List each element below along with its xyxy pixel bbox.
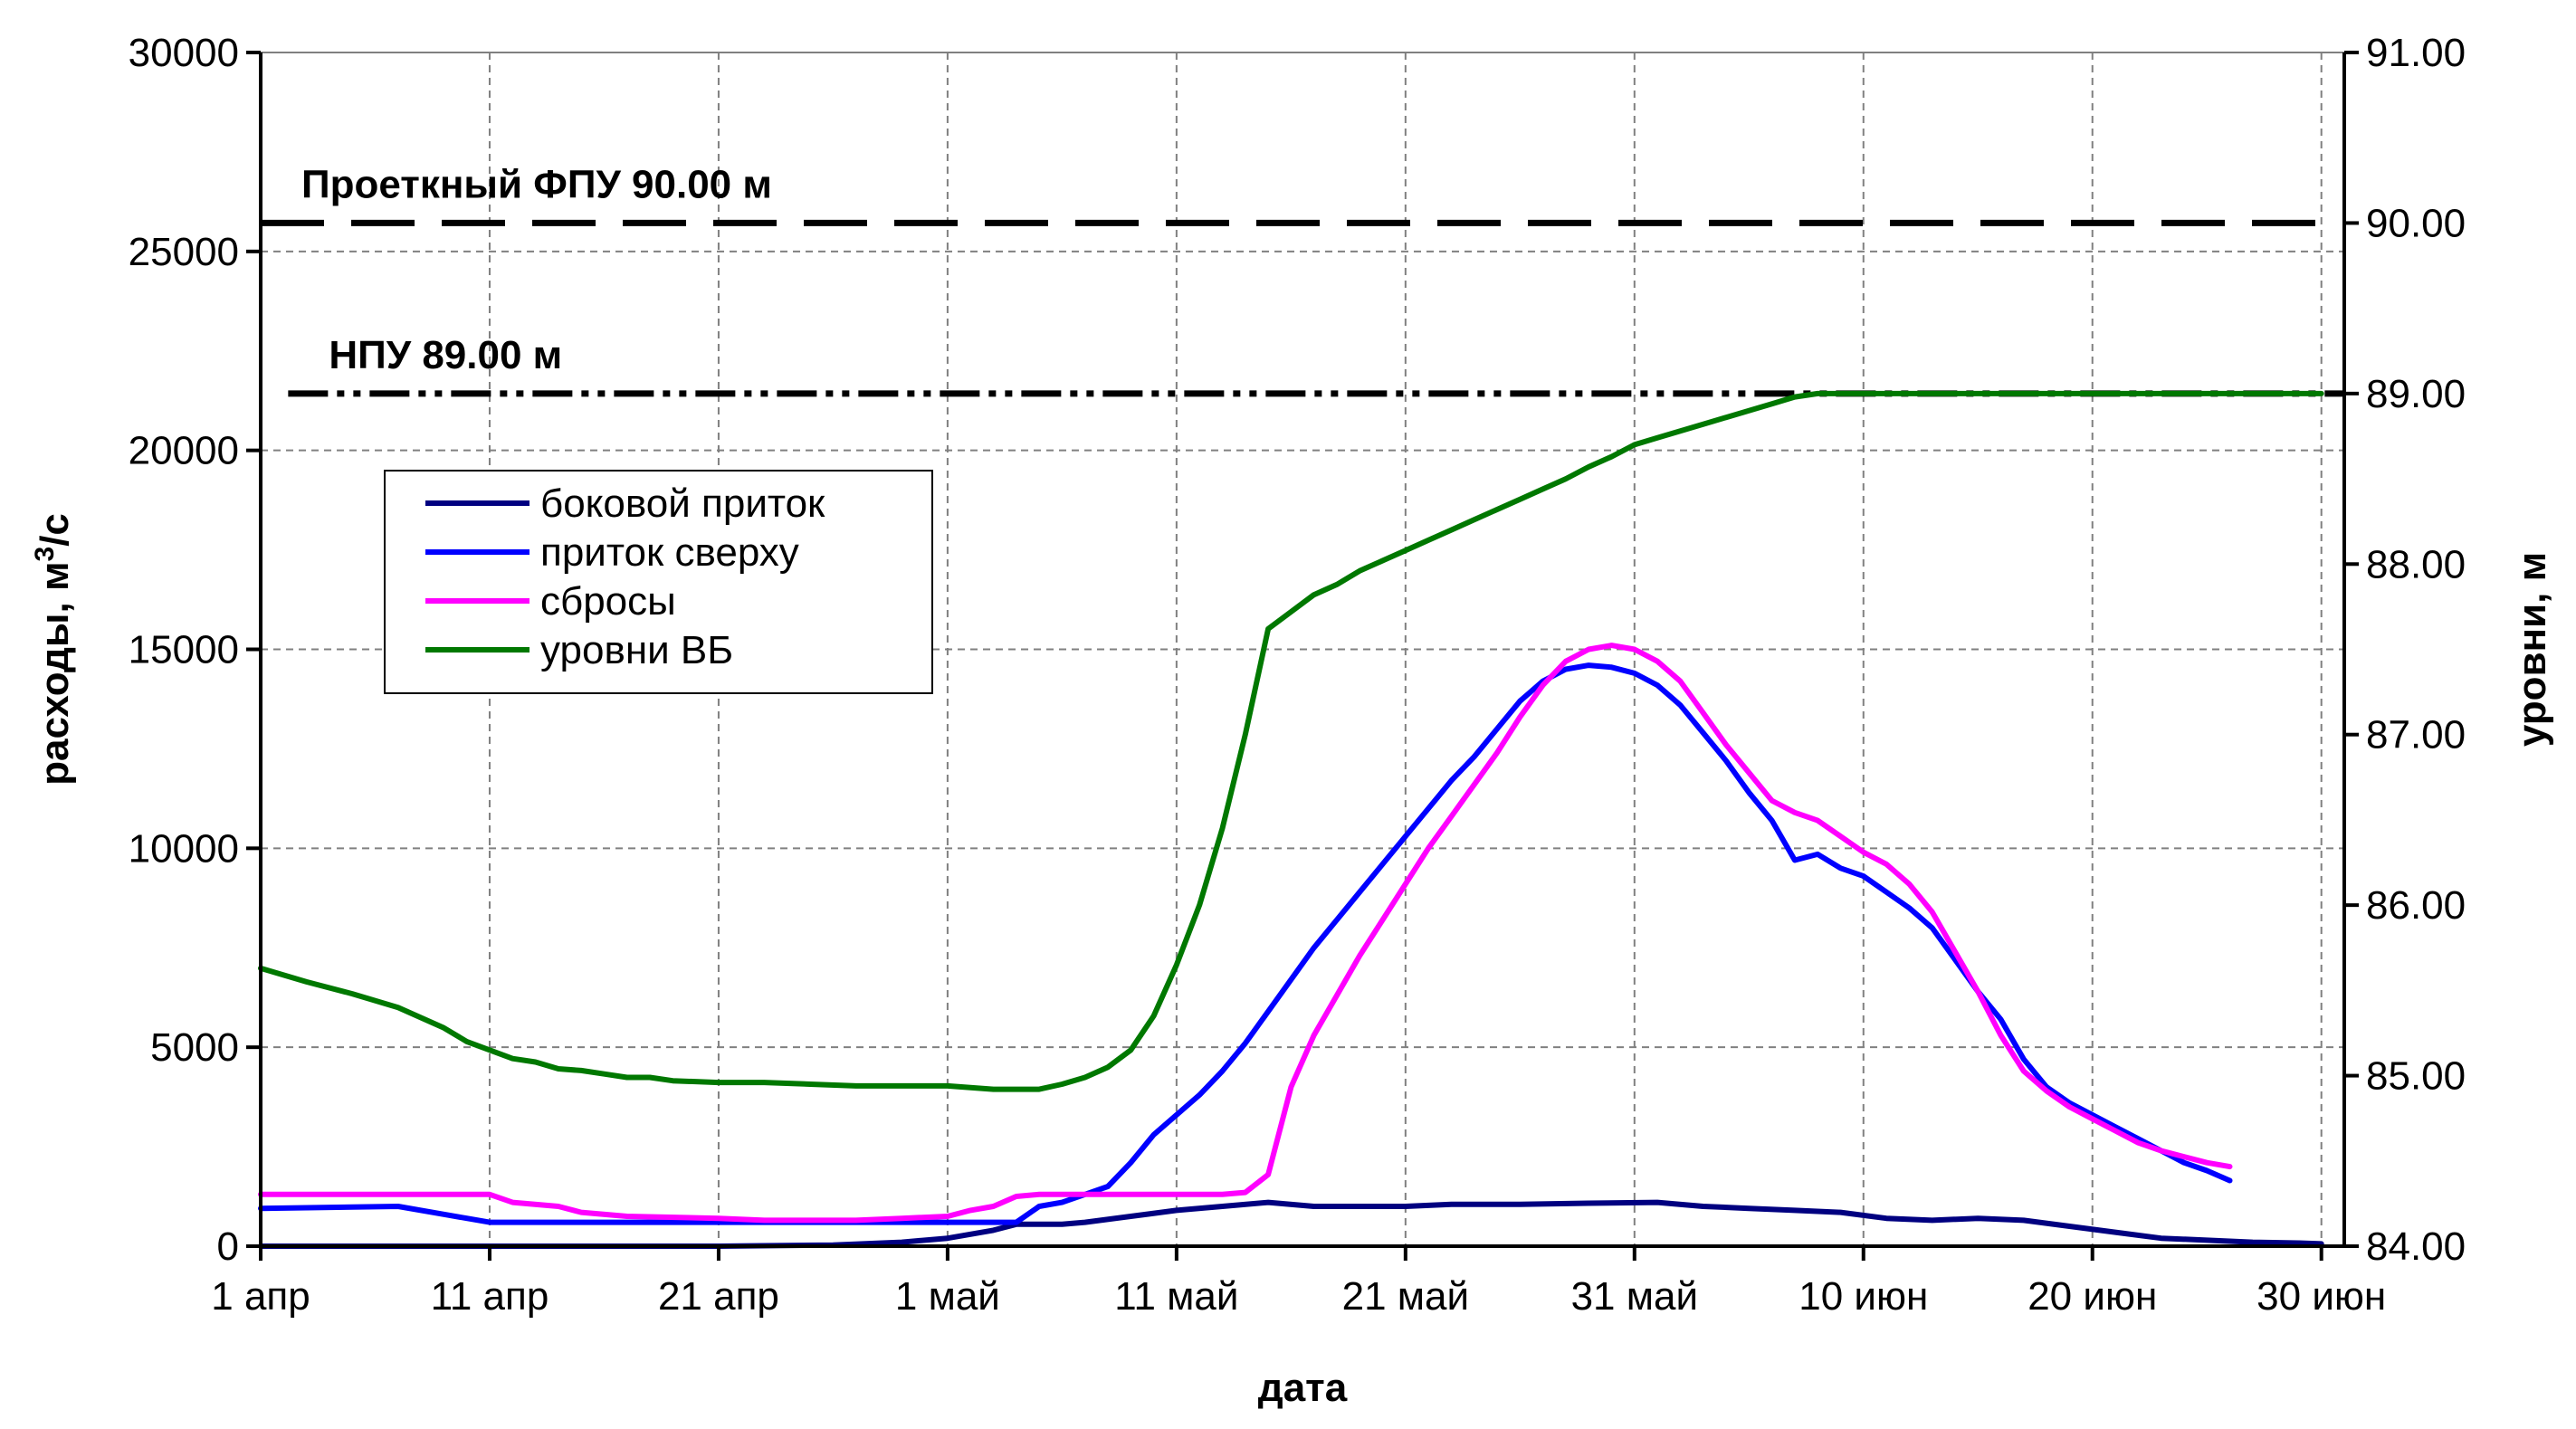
- x-tick-label: 30 июн: [2256, 1274, 2386, 1319]
- y2-tick-label: 88.00: [2366, 542, 2466, 586]
- legend-label-3: уровни ВБ: [540, 628, 733, 672]
- y-tick-label: 5000: [150, 1025, 239, 1070]
- y2-tick-label: 84.00: [2366, 1224, 2466, 1269]
- y-tick-label: 25000: [129, 230, 239, 274]
- legend-label-2: сбросы: [540, 579, 676, 624]
- y-axis-title-superscript: 3: [30, 547, 60, 562]
- series-line-1: [258, 662, 2233, 1225]
- y-axis-title-tail: /с: [33, 513, 77, 547]
- x-axis-title: дата: [1258, 1366, 1348, 1410]
- x-tick-label: 20 июн: [2027, 1274, 2157, 1319]
- series-line-3: [258, 390, 2324, 1092]
- series-lines: [258, 390, 2324, 1249]
- x-tick-label: 21 апр: [658, 1274, 779, 1319]
- y2-tick-label: 89.00: [2366, 372, 2466, 416]
- y-axis-title: расходы, м3/с: [30, 513, 78, 786]
- y-tick-label: 10000: [129, 826, 239, 871]
- x-tick-label: 31 май: [1571, 1274, 1698, 1319]
- y2-tick-label: 85.00: [2366, 1054, 2466, 1099]
- y2-axis-title: уровни, м: [2510, 552, 2554, 747]
- legend-box: [384, 470, 933, 694]
- y2-tick-label: 86.00: [2366, 883, 2466, 928]
- legend-label-1: приток сверху: [540, 530, 799, 575]
- x-tick-label: 1 апр: [211, 1274, 310, 1319]
- x-tick-label: 1 май: [895, 1274, 1000, 1319]
- y-tick-label: 15000: [129, 628, 239, 672]
- x-tick-label: 11 май: [1114, 1274, 1238, 1319]
- reference-label-npu: НПУ 89.00 м: [329, 333, 562, 377]
- y-tick-label: 20000: [129, 429, 239, 473]
- y2-tick-label: 91.00: [2366, 31, 2466, 75]
- y-axis-title-main: расходы, м: [33, 561, 77, 785]
- x-tick-label: 10 июн: [1798, 1274, 1928, 1319]
- x-tick-label: 21 май: [1342, 1274, 1469, 1319]
- reference-label-fpu: Проеткный ФПУ 90.00 м: [301, 162, 772, 206]
- legend-label-0: боковой приток: [540, 481, 825, 526]
- y2-tick-label: 87.00: [2366, 713, 2466, 757]
- y-tick-label: 30000: [129, 31, 239, 75]
- axes: 0 5000 10000 15000 20000 25000 30000 84.00 85.00…: [129, 31, 2466, 1319]
- y-tick-label: 0: [217, 1224, 239, 1269]
- series-line-2: [258, 643, 2233, 1224]
- y2-tick-label: 90.00: [2366, 201, 2466, 245]
- series-line-0: [258, 1199, 2324, 1249]
- x-tick-label: 11 апр: [431, 1274, 549, 1319]
